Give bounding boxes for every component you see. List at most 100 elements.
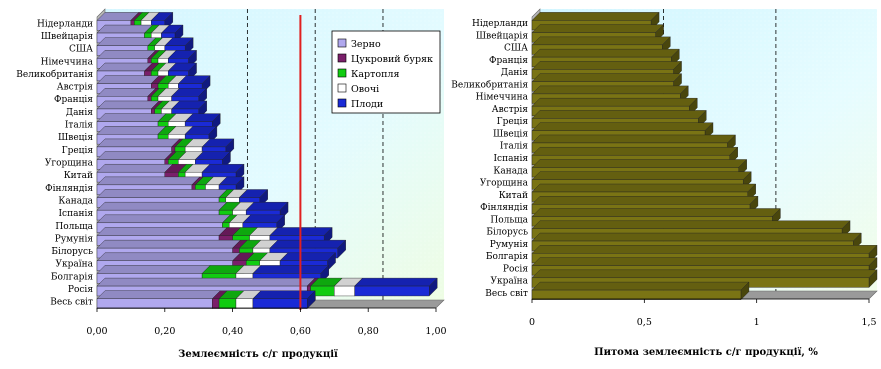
left-category-label: Польща — [55, 222, 93, 232]
left-bar-segment-top — [279, 252, 337, 261]
right-category-label: Австрія — [492, 105, 529, 115]
right-bar-top — [531, 257, 878, 266]
left-category-label: Швейцарія — [41, 32, 93, 42]
right-bar-front — [531, 289, 742, 300]
left-category-label: Великобританія — [16, 69, 93, 80]
left-bar-segment-top — [96, 189, 228, 198]
left-legend: Зерно Цукровий буряк Картопля Овочі Плоди — [331, 30, 441, 114]
left-bar-segment-front — [334, 285, 355, 297]
right-category-label: Росія — [503, 264, 528, 274]
right-category-label: Нідерланди — [472, 19, 528, 29]
left-bar-segment-top — [96, 277, 316, 287]
right-bar — [531, 281, 750, 301]
left-category-label: Данія — [66, 108, 94, 118]
legend-swatch — [337, 98, 347, 108]
left-category-label: Угорщина — [45, 159, 94, 169]
left-bar-segment-top — [252, 290, 316, 299]
legend-entry: Овочі — [351, 84, 379, 95]
left-bar-segment — [354, 277, 438, 297]
legend-entry: Картопля — [351, 69, 399, 80]
left-bar-segment-top — [96, 214, 231, 224]
right-bar-top — [531, 232, 862, 242]
left-bar-segment-top — [96, 290, 221, 299]
left-category-label: Україна — [56, 260, 94, 270]
left-bar-segment-top — [96, 37, 157, 46]
legend-entry: Плоди — [351, 99, 383, 110]
left-category-label: Іспанія — [58, 209, 93, 219]
left-category-label: США — [69, 45, 93, 55]
left-bar-segment-front — [212, 298, 220, 309]
right-bar-top — [531, 147, 739, 156]
left-bar-segment-top — [96, 151, 174, 160]
right-bar-top — [531, 245, 878, 254]
left-category-label: Весь світ — [50, 298, 93, 308]
left-bar-segment-top — [96, 126, 167, 135]
right-category-label: Угорщина — [480, 179, 529, 189]
right-category-label: Китай — [499, 191, 528, 201]
right-bar-top — [531, 159, 748, 168]
legend-swatch — [337, 53, 347, 63]
right-bar-top — [531, 12, 660, 21]
right-bar-top — [531, 48, 680, 58]
left-category-label: Швеція — [58, 133, 93, 143]
left-bar-segment-top — [96, 265, 211, 274]
right-bar-top — [531, 134, 736, 144]
left-bar-segment-front — [96, 298, 213, 309]
left-x-axis-label: Землеємність с/г продукції — [178, 349, 338, 360]
right-x-tick-label: 1,5 — [861, 317, 876, 328]
right-bar-top — [531, 73, 683, 82]
right-bar-top — [531, 269, 878, 279]
left-category-label: Білорусь — [51, 247, 93, 257]
left-bar-segment — [252, 290, 316, 310]
left-bar-segment-top — [96, 252, 242, 261]
right-category-label: Болгарія — [486, 252, 528, 262]
right-category-label: Весь світ — [485, 289, 528, 299]
right-bar-top — [531, 171, 752, 180]
left-category-label: Австрія — [57, 83, 94, 93]
left-bar-segment — [96, 290, 221, 310]
left-category-label: Болгарія — [51, 272, 93, 282]
right-category-label: США — [504, 44, 528, 54]
left-bar-segment-top — [96, 201, 228, 211]
left-bar-segment-top — [96, 176, 201, 186]
right-category-label: Німеччина — [476, 93, 529, 103]
left-bar-segment-top — [96, 75, 160, 84]
right-category-label: Швейцарія — [476, 31, 528, 41]
right-category-label: Іспанія — [493, 154, 528, 164]
left-category-label: Китай — [64, 171, 93, 181]
left-bar-segment-front — [235, 298, 254, 309]
legend-swatch — [337, 38, 347, 48]
right-category-label: Польща — [490, 215, 528, 225]
right-bar-top — [531, 24, 665, 33]
left-bar-segment-top — [354, 277, 438, 287]
left-bar-segment-top — [252, 265, 330, 274]
right-bar-top — [531, 208, 781, 217]
right-category-label: Великобританія — [451, 79, 528, 90]
left-x-tick-label: 0,80 — [358, 326, 379, 337]
left-bar-segment-top — [96, 62, 153, 72]
left-bar-segment-front — [218, 298, 237, 309]
left-bar-segment-top — [96, 138, 181, 148]
left-category-label: Німеччина — [41, 57, 94, 67]
chart-left: Нідерланди Швейцарія США Німеччина Великобри… — [16, 8, 447, 360]
left-bar-segment-top — [96, 100, 160, 110]
legend-swatch — [337, 83, 347, 93]
right-category-label: Греція — [497, 117, 529, 127]
right-category-label: Фінляндія — [480, 203, 528, 213]
legend-entry: Зерно — [351, 39, 381, 50]
left-bar-segment-top — [96, 50, 157, 59]
left-bar-segment-top — [96, 239, 242, 249]
right-category-label: Румунія — [490, 240, 529, 250]
legend-box — [331, 30, 441, 114]
left-category-label: Фінляндія — [45, 184, 93, 194]
right-bar-top — [531, 85, 689, 95]
right-x-tick-label: 0 — [529, 317, 535, 328]
left-bar-segment-top — [269, 239, 347, 249]
right-bar-top — [531, 36, 671, 46]
right-category-label: Швеція — [493, 129, 528, 139]
legend-entry: Цукровий буряк — [351, 54, 433, 65]
right-bar-top — [531, 220, 851, 229]
chart-right: Нідерланди Швейцарія США Франція ДаніяВелико… — [451, 8, 878, 358]
